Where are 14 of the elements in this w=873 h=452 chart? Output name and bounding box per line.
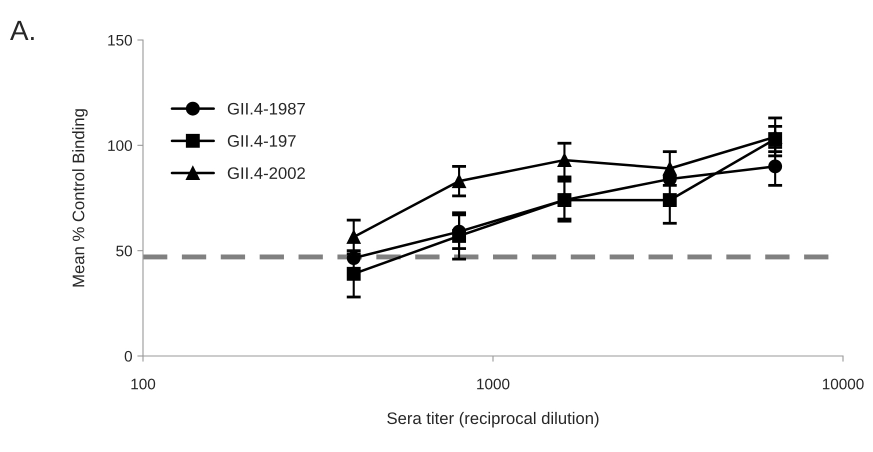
y-tick-label: 100: [108, 140, 132, 152]
x-tick-label: 10000: [822, 378, 864, 390]
y-tick-label: 50: [116, 246, 132, 256]
legend-label: GII.4-197: [228, 135, 296, 147]
chart-title: A.: [10, 20, 34, 40]
x-tick-label: 1000: [477, 378, 510, 390]
y-tick-label: 0: [124, 350, 132, 362]
legend-label: GII.4-2002: [228, 167, 305, 180]
legend-label: GII.4-1987: [228, 102, 305, 115]
y-tick-label: 150: [108, 34, 132, 46]
point: [557, 193, 572, 208]
y-axis-title: Mean % Control Binding: [72, 109, 88, 286]
x-tick-label: 100: [131, 378, 156, 390]
x-axis-title: Sera titer (reciprocal dilution): [387, 412, 598, 428]
